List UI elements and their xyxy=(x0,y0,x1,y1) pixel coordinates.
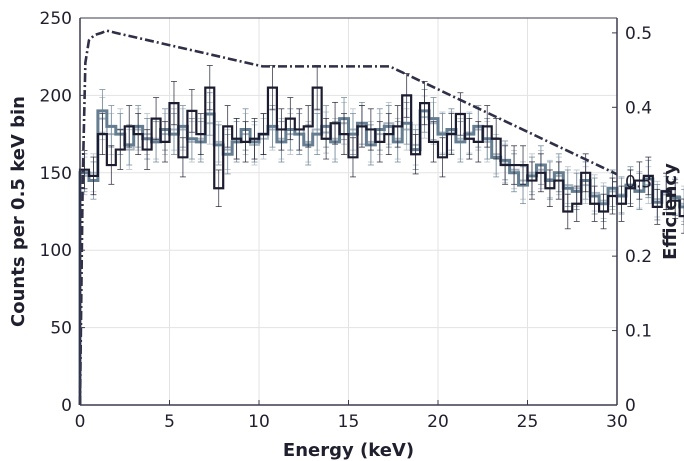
axes xyxy=(79,17,618,406)
y-tick-label: 50 xyxy=(50,319,72,339)
y2-tick-label: 0.1 xyxy=(625,322,652,342)
x-axis-label: Energy (keV) xyxy=(283,440,414,461)
y-tick-label: 0 xyxy=(61,396,72,416)
x-tick-label: 5 xyxy=(164,412,175,432)
series-dark-step xyxy=(78,65,684,405)
x-tick-label: 20 xyxy=(427,412,449,432)
y2-tick-label: 0.2 xyxy=(625,247,652,267)
x-tick-label: 0 xyxy=(75,412,86,432)
y2-axis-label: Efficiency xyxy=(660,163,681,260)
grid xyxy=(79,17,618,406)
y2-tick-label: 0.5 xyxy=(625,24,652,44)
step-line-light-step xyxy=(79,116,684,405)
y-tick-label: 250 xyxy=(40,9,72,29)
y2-tick-label: 0 xyxy=(625,396,636,416)
x-tick-label: 15 xyxy=(338,412,360,432)
y2-tick-label: 0.4 xyxy=(625,98,652,118)
y-tick-label: 200 xyxy=(40,86,72,106)
y-axis-label: Counts per 0.5 keV bin xyxy=(8,96,29,327)
step-line-steel-step xyxy=(78,109,684,405)
y-tick-label: 100 xyxy=(40,241,72,261)
plot-area xyxy=(78,29,684,406)
y2-tick-label: 0.3 xyxy=(625,173,652,193)
step-line-dark-step xyxy=(78,86,684,405)
x-tick-label: 30 xyxy=(606,412,628,432)
tick-labels: 0 5 10 15 20 25 3005010015020025000.10.20.30.4… xyxy=(40,9,653,432)
efficiency-line xyxy=(78,29,618,406)
x-tick-label: 25 xyxy=(517,412,539,432)
x-tick-label: 10 xyxy=(248,412,270,432)
y-tick-label: 150 xyxy=(40,164,72,184)
